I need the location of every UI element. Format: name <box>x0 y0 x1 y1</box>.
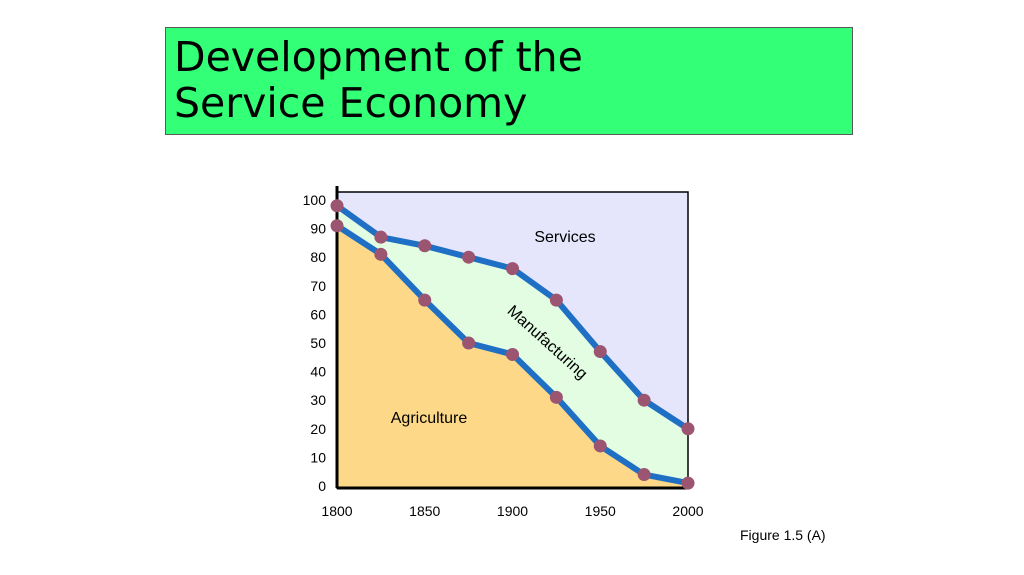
title-line-2: Service Economy <box>174 79 528 127</box>
label-agriculture: Agriculture <box>391 410 468 427</box>
marker-agriculture <box>681 476 695 490</box>
y-tick-label: 0 <box>318 478 326 494</box>
x-tick-label: 1950 <box>585 503 616 519</box>
markers <box>330 199 695 490</box>
label-services: Services <box>534 229 595 246</box>
y-tick-label: 80 <box>310 249 326 265</box>
x-tick-label: 2000 <box>672 503 703 519</box>
y-tick-label: 50 <box>310 335 326 351</box>
y-tick-labels: 0 10 20 30 40 50 60 70 80 90 100 <box>303 192 327 494</box>
marker-manufacturing <box>330 199 344 213</box>
marker-agriculture <box>330 219 344 233</box>
marker-manufacturing <box>637 393 651 407</box>
area-services <box>337 192 688 429</box>
x-tick-label: 1900 <box>497 503 528 519</box>
figure-caption: Figure 1.5 (A) <box>740 527 826 543</box>
y-tick-label: 30 <box>310 392 326 408</box>
y-tick-label: 70 <box>310 278 326 294</box>
marker-manufacturing <box>374 230 388 244</box>
y-tick-label: 20 <box>310 421 326 437</box>
marker-agriculture <box>374 247 388 261</box>
title-box: Development of the Service Economy <box>165 27 853 135</box>
y-tick-label: 100 <box>303 192 327 208</box>
marker-manufacturing <box>418 239 432 253</box>
marker-manufacturing <box>681 422 695 436</box>
marker-agriculture <box>418 293 432 307</box>
y-tick-label: 40 <box>310 364 326 380</box>
marker-manufacturing <box>593 345 607 359</box>
marker-manufacturing <box>549 293 563 307</box>
area-manufacturing <box>337 205 688 484</box>
x-tick-label: 1800 <box>321 503 352 519</box>
marker-agriculture <box>593 439 607 453</box>
marker-agriculture <box>462 336 476 350</box>
y-tick-label: 60 <box>310 306 326 322</box>
x-tick-label: 1850 <box>409 503 440 519</box>
marker-manufacturing <box>506 262 519 276</box>
marker-manufacturing <box>462 250 476 264</box>
y-tick-label: 90 <box>310 221 326 237</box>
y-tick-label: 10 <box>310 449 326 465</box>
title-line-1: Development of the <box>174 33 583 81</box>
marker-agriculture <box>549 390 563 404</box>
x-tick-labels: 1800 1850 1900 1950 2000 <box>321 503 703 519</box>
marker-agriculture <box>506 347 519 361</box>
marker-agriculture <box>637 468 651 482</box>
